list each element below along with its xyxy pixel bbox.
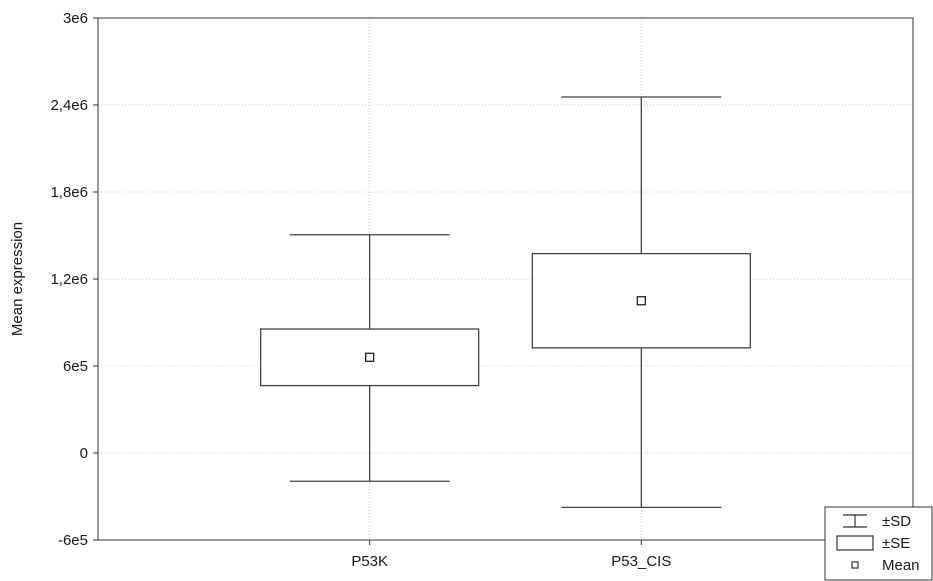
legend-label: Mean — [882, 557, 920, 574]
legend-label: ±SE — [882, 535, 910, 552]
y-tick-label: 2,4e6 — [50, 97, 88, 114]
y-tick-label: 1,2e6 — [50, 271, 88, 288]
y-axis-title: Mean expression — [9, 222, 26, 336]
x-axis-ticks: P53K P53_CIS — [351, 540, 671, 570]
x-tick-label: P53K — [351, 553, 388, 570]
legend-mean-icon — [851, 561, 859, 569]
legend-label: ±SD — [882, 513, 911, 530]
mean-marker — [365, 352, 375, 362]
y-tick-label: -6e5 — [58, 532, 88, 549]
y-tick-label: 1,8e6 — [50, 184, 88, 201]
x-tick-label: P53_CIS — [611, 553, 671, 570]
y-tick-label: 3e6 — [63, 10, 88, 27]
y-tick-label: 6e5 — [63, 358, 88, 375]
y-tick-label: 0 — [80, 445, 88, 462]
grid-lines — [98, 17, 913, 541]
plot-area — [97, 17, 914, 541]
box-group — [260, 234, 480, 482]
legend: ±SD ±SE Mean — [824, 506, 933, 581]
legend-se-icon — [836, 535, 874, 551]
mean-marker — [636, 296, 646, 306]
y-axis-ticks: -6e5 0 6e5 1,2e6 1,8e6 2,4e6 3e6 — [50, 10, 98, 549]
box-series — [260, 96, 751, 509]
box-group — [531, 96, 751, 509]
